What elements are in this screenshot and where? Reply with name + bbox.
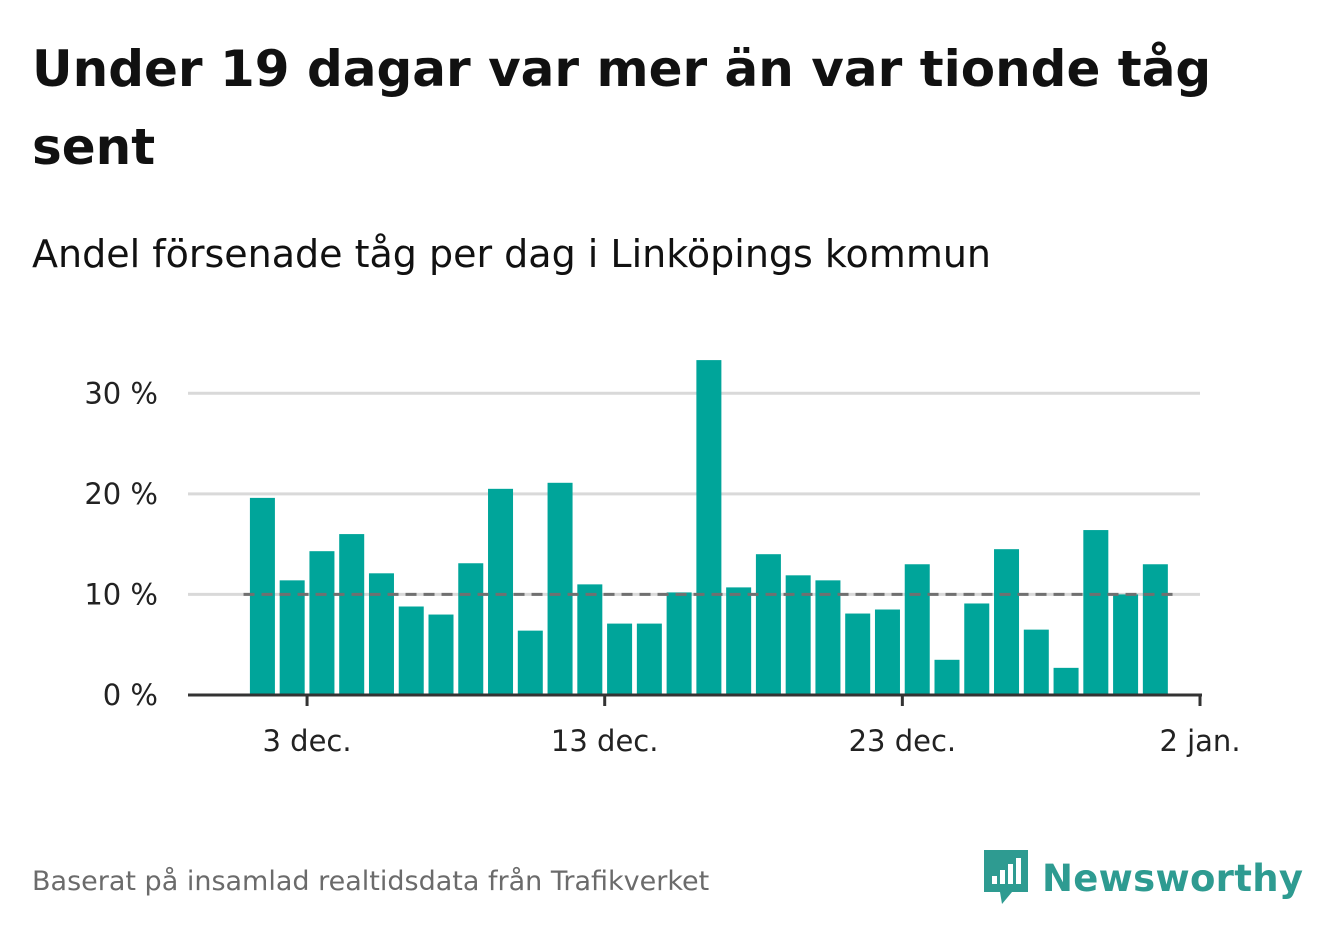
bar [339,534,365,695]
bar [636,623,662,695]
bar [607,623,633,695]
chart-title: Under 19 dagar var mer än var tionde tåg… [32,40,1212,176]
y-axis-ticks: 0 % 10 % 20 % 30 % [84,376,158,712]
bar [666,592,692,695]
bar [964,603,990,695]
x-tick-label: 3 dec. [263,724,352,758]
bar [1113,594,1139,695]
bar [815,580,841,695]
bar [934,659,960,695]
bar [845,613,871,695]
bar [874,609,900,695]
bars [249,360,1168,695]
bar [309,551,335,695]
bar-chart: 0 % 10 % 20 % 30 % 3 dec. 13 dec. 23 dec. 2 ja… [84,360,1241,758]
y-tick-label: 20 % [84,477,158,511]
bar [1023,629,1049,695]
bar [428,614,454,695]
x-tick-label: 23 dec. [849,724,957,758]
bar [547,482,573,695]
bar [1142,564,1168,695]
bar [517,630,543,695]
source-note: Baserat på insamlad realtidsdata från Tr… [32,866,710,897]
bar [488,488,514,695]
bar [726,587,752,695]
bar [249,497,275,695]
y-tick-label: 10 % [84,577,158,611]
bar [1053,667,1079,695]
x-axis-ticks: 3 dec. 13 dec. 23 dec. 2 jan. [263,695,1241,758]
y-tick-label: 30 % [84,376,158,410]
newsworthy-logo-icon [984,850,1028,904]
x-tick-label: 13 dec. [551,724,659,758]
bar [994,549,1020,695]
bar [904,564,930,695]
bar [279,580,305,695]
x-tick-label: 2 jan. [1159,724,1240,758]
bar [368,573,394,695]
brand-logo: Newsworthy [982,846,1303,910]
chart-subtitle: Andel försenade tåg per dag i Linköpings… [32,232,991,276]
bar [696,360,722,695]
bar [458,563,484,695]
y-tick-label: 0 % [103,678,158,712]
bar [1083,530,1109,695]
bar [398,606,424,695]
bar [755,554,781,695]
bar [577,584,603,695]
brand-name: Newsworthy [1042,856,1304,900]
